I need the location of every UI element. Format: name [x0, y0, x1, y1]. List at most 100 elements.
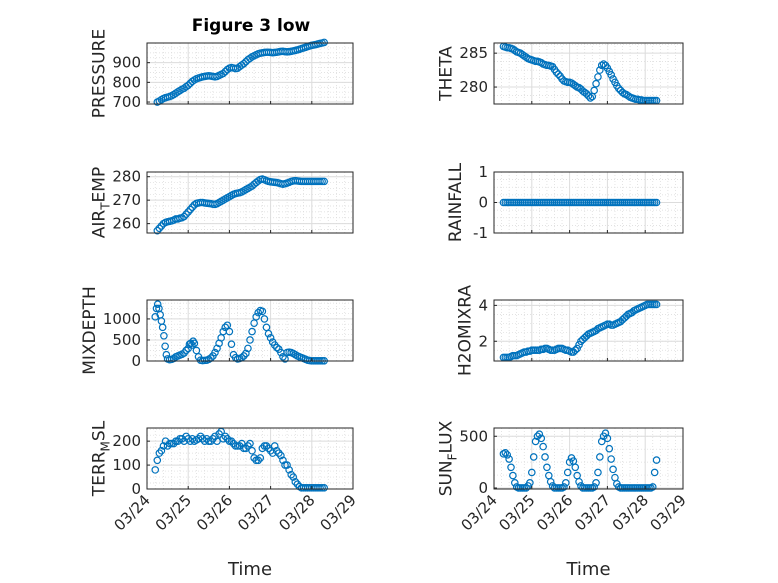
y-tick-label: 700 — [112, 93, 141, 111]
y-tick-label: 500 — [459, 427, 488, 445]
data-point — [155, 449, 164, 457]
data-point — [275, 449, 283, 457]
data-point — [607, 455, 615, 463]
data-point — [272, 343, 281, 352]
axes-box — [493, 427, 684, 490]
axes-box — [493, 42, 684, 105]
data-point — [543, 463, 551, 472]
y-tick-label: 200 — [112, 432, 141, 450]
y-axis-label: AIRTEMP — [90, 167, 113, 238]
y-tick-label: 900 — [112, 54, 141, 72]
data-point — [223, 434, 232, 443]
data-point — [155, 224, 164, 233]
data-point — [507, 463, 515, 472]
data-point — [242, 444, 250, 453]
data-point — [618, 88, 627, 97]
data-point — [562, 478, 570, 487]
data-point — [603, 434, 612, 443]
data-point — [535, 430, 544, 439]
plot-area — [147, 428, 353, 489]
data-point — [180, 212, 188, 221]
data-point — [279, 456, 287, 465]
plot-area — [494, 428, 683, 489]
data-point — [277, 451, 285, 460]
data-point — [169, 439, 178, 448]
data-point — [573, 344, 581, 353]
data-point — [153, 226, 162, 235]
data-point — [526, 478, 534, 487]
y-tick-label: 1000 — [103, 310, 141, 328]
data-point — [219, 434, 228, 443]
data-point — [592, 79, 600, 88]
data-point — [190, 339, 199, 348]
data-point — [560, 483, 568, 491]
data-point — [563, 468, 572, 477]
data-point — [281, 461, 289, 469]
y-tick-label: 2 — [478, 332, 488, 350]
data-point — [527, 468, 536, 477]
data-point — [594, 73, 602, 81]
data-point — [184, 208, 193, 216]
y-axis-label: RAINFALL — [446, 162, 466, 242]
data-point — [176, 434, 184, 443]
data-point — [151, 466, 160, 474]
data-point — [320, 177, 328, 186]
data-point — [554, 70, 563, 78]
data-point — [176, 86, 184, 95]
data-point — [240, 444, 248, 453]
data-point — [182, 432, 190, 441]
data-point — [320, 484, 328, 492]
series-markers — [153, 175, 328, 235]
data-point — [285, 466, 293, 474]
data-point — [584, 92, 593, 100]
y-axis-label: MIXDEPTH — [80, 286, 100, 375]
data-point — [575, 477, 583, 486]
data-point — [167, 439, 176, 448]
data-point — [246, 336, 254, 344]
data-point — [531, 437, 540, 446]
data-point — [205, 437, 213, 445]
y-tick-label: 0 — [478, 479, 488, 497]
y-axis-label: PRESSURE — [90, 29, 110, 118]
data-point — [607, 71, 615, 79]
data-point — [565, 458, 574, 466]
x-axis-label: Time — [565, 559, 610, 580]
data-point — [233, 442, 242, 450]
axes-box — [146, 171, 354, 234]
data-point — [159, 442, 168, 450]
data-point — [153, 300, 162, 309]
data-point — [571, 463, 580, 472]
data-point — [571, 81, 580, 90]
data-point — [221, 432, 230, 441]
axes-box — [146, 42, 354, 105]
y-tick-label: 260 — [112, 215, 141, 233]
data-point — [262, 442, 271, 450]
data-point — [289, 473, 298, 481]
data-point — [196, 432, 205, 441]
data-point — [244, 442, 252, 450]
data-point — [599, 60, 608, 68]
data-point — [184, 434, 193, 443]
data-point — [291, 478, 300, 486]
data-point — [161, 437, 170, 445]
data-point — [537, 434, 546, 443]
y-axis-label: H2OMIXRA — [456, 285, 476, 376]
y-tick-label: 4 — [478, 296, 488, 314]
y-tick-label: 285 — [459, 44, 488, 62]
y-axis-label: TERRMSL — [90, 420, 113, 497]
data-point — [575, 341, 583, 349]
data-point — [614, 84, 623, 93]
data-point — [260, 442, 269, 450]
data-point — [165, 439, 174, 448]
data-point — [652, 456, 661, 464]
data-point — [151, 313, 160, 321]
data-point — [186, 205, 195, 214]
data-point — [246, 439, 254, 448]
y-axis-label: THETA — [437, 46, 457, 102]
data-point — [254, 308, 263, 317]
data-point — [287, 470, 296, 479]
y-tick-label: 1 — [478, 163, 488, 181]
y-tick-label: 270 — [112, 191, 141, 209]
